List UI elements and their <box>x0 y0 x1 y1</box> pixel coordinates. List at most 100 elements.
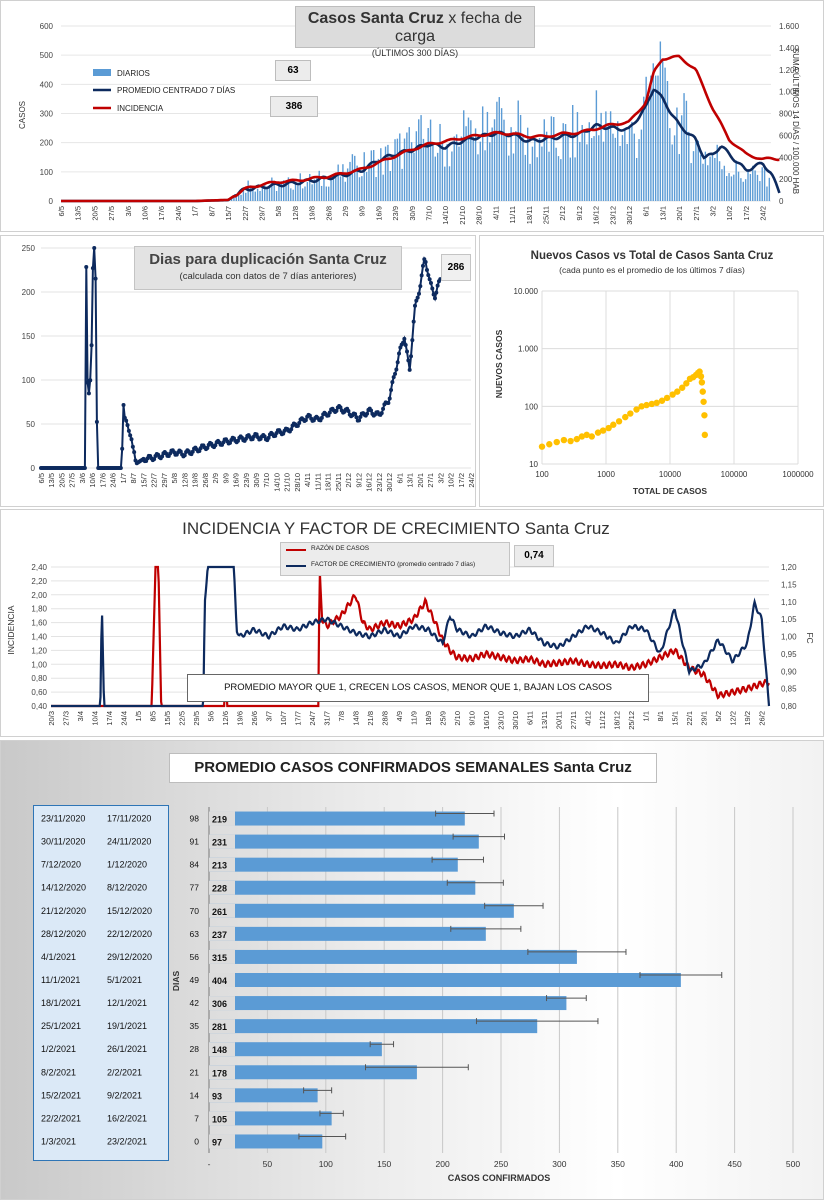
point-duplicacion <box>83 466 87 470</box>
y-tick-label: 1,40 <box>31 633 47 642</box>
bar-diarios <box>527 128 528 201</box>
scatter-point <box>664 395 670 401</box>
row-date-end: 21/12/2020 <box>41 906 86 916</box>
bar-diarios <box>321 186 322 201</box>
y2-axis-label: SUMA ÚLTIMOS 14 DÍAS / 100.000 HAB <box>791 48 800 194</box>
bar-promedio <box>209 950 577 964</box>
x-tick-label: 200 <box>436 1159 450 1169</box>
y2-tick-label: 400 <box>779 153 793 162</box>
x-tick-label: 23/10 <box>497 711 506 730</box>
x-tick-label: 11/11 <box>313 473 322 491</box>
legend-label-factor: FACTOR DE CRECIMIENTO (promedio centrado… <box>311 561 475 568</box>
row-days: 42 <box>190 998 200 1008</box>
bar-diarios <box>442 143 443 201</box>
bar-diarios <box>622 135 623 201</box>
x-tick-label: 1000 <box>597 470 615 479</box>
bar-diarios <box>240 195 241 201</box>
bar-diarios <box>458 147 459 201</box>
x-tick-label: 100 <box>535 470 549 479</box>
row-date-start: 17/11/2020 <box>107 814 151 824</box>
x-tick-label: 9/9 <box>358 206 367 216</box>
bar-diarios <box>366 172 367 201</box>
bar-diarios <box>688 132 689 201</box>
x-tick-label: 250 <box>494 1159 508 1169</box>
x-tick-label: 15/5 <box>163 711 172 726</box>
x-tick-label: 8/1 <box>656 711 665 721</box>
y-tick-label: 1,80 <box>31 605 47 614</box>
bar-diarios <box>664 68 665 201</box>
bar-diarios <box>413 153 414 201</box>
bar-diarios <box>593 136 594 201</box>
point-duplicacion <box>386 401 390 405</box>
bar-diarios <box>361 176 362 201</box>
chart-title: Nuevos Casos vs Total de Casos Santa Cru… <box>531 250 774 262</box>
point-duplicacion <box>132 450 136 454</box>
x-tick-label: 6/1 <box>642 206 651 216</box>
bar-value-label: 404 <box>212 976 227 986</box>
y2-tick-label: 0,80 <box>781 702 797 711</box>
bar-diarios <box>612 134 613 201</box>
point-duplicacion <box>389 388 393 392</box>
bar-promedio <box>209 973 681 987</box>
point-duplicacion <box>90 343 94 347</box>
bar-diarios <box>641 130 642 201</box>
row-date-end: 15/2/2021 <box>41 1090 81 1100</box>
bar-diarios <box>290 188 291 201</box>
chart-title-place: Santa Cruz <box>525 519 610 538</box>
bar-diarios <box>560 159 561 201</box>
x-tick-label: 29/7 <box>160 473 169 488</box>
chart-title-main: INCIDENCIA Y FACTOR DE CRECIMIENTO <box>182 519 520 538</box>
x-tick-label: 9/9 <box>221 473 230 483</box>
bar-diarios <box>468 118 469 201</box>
x-tick-label: 20/1 <box>416 473 425 488</box>
point-duplicacion <box>410 338 414 342</box>
x-tick-label: 27/1 <box>692 206 701 221</box>
y2-tick-label: 1,15 <box>781 580 797 589</box>
y-tick-label: 300 <box>40 110 54 119</box>
bar-diarios <box>510 127 511 201</box>
bar-diarios <box>461 137 462 201</box>
x-tick-label: 29/1 <box>700 711 709 726</box>
x-tick-label: 19/8 <box>191 473 200 488</box>
bar-diarios <box>631 122 632 201</box>
bar-diarios <box>404 139 405 201</box>
y2-tick-label: 600 <box>779 131 793 140</box>
bar-diarios <box>534 140 535 201</box>
x-tick-label: 5/6 <box>207 711 216 721</box>
x-tick-label: 12/2 <box>729 711 738 726</box>
y-axis-label: CASOS <box>18 101 27 129</box>
x-tick-label: 10000 <box>659 470 682 479</box>
bar-diarios <box>484 150 485 201</box>
point-duplicacion <box>357 418 361 422</box>
value-incidencia: 386 <box>286 101 303 112</box>
bar-diarios <box>255 192 256 201</box>
y-axis-label: INCIDENCIA <box>6 605 16 654</box>
chart-subtitle: (ÚLTIMOS 300 DÍAS) <box>296 48 534 58</box>
x-tick-label: 16/12 <box>592 206 601 225</box>
point-duplicacion <box>320 416 324 420</box>
y-tick-label: 100 <box>525 402 539 411</box>
bar-diarios <box>567 136 568 201</box>
scatter-point <box>561 437 567 443</box>
bar-diarios <box>278 185 279 201</box>
x-tick-label: 400 <box>669 1159 683 1169</box>
bar-diarios <box>603 142 604 201</box>
legend-swatch-diarios <box>93 69 111 76</box>
row-date-start: 19/1/2021 <box>107 1021 147 1031</box>
x-tick-label: 24/7 <box>308 711 317 726</box>
bar-diarios <box>709 157 710 201</box>
row-date-start: 9/2/2021 <box>107 1090 142 1100</box>
y2-tick-label: 0,90 <box>781 667 797 676</box>
x-tick-label: 22/7 <box>241 206 250 221</box>
bar-diarios <box>721 169 722 201</box>
row-days: 70 <box>190 906 200 916</box>
row-days: 91 <box>190 837 200 847</box>
x-tick-label: 27/5 <box>68 473 77 488</box>
x-tick-label: 20/11 <box>555 711 564 729</box>
y-tick-label: 10.000 <box>514 287 539 296</box>
y-tick-label: 2,20 <box>31 577 47 586</box>
bar-value-label: 105 <box>212 1114 227 1124</box>
x-tick-label: 17/7 <box>294 711 303 726</box>
bar-diarios <box>712 155 713 201</box>
